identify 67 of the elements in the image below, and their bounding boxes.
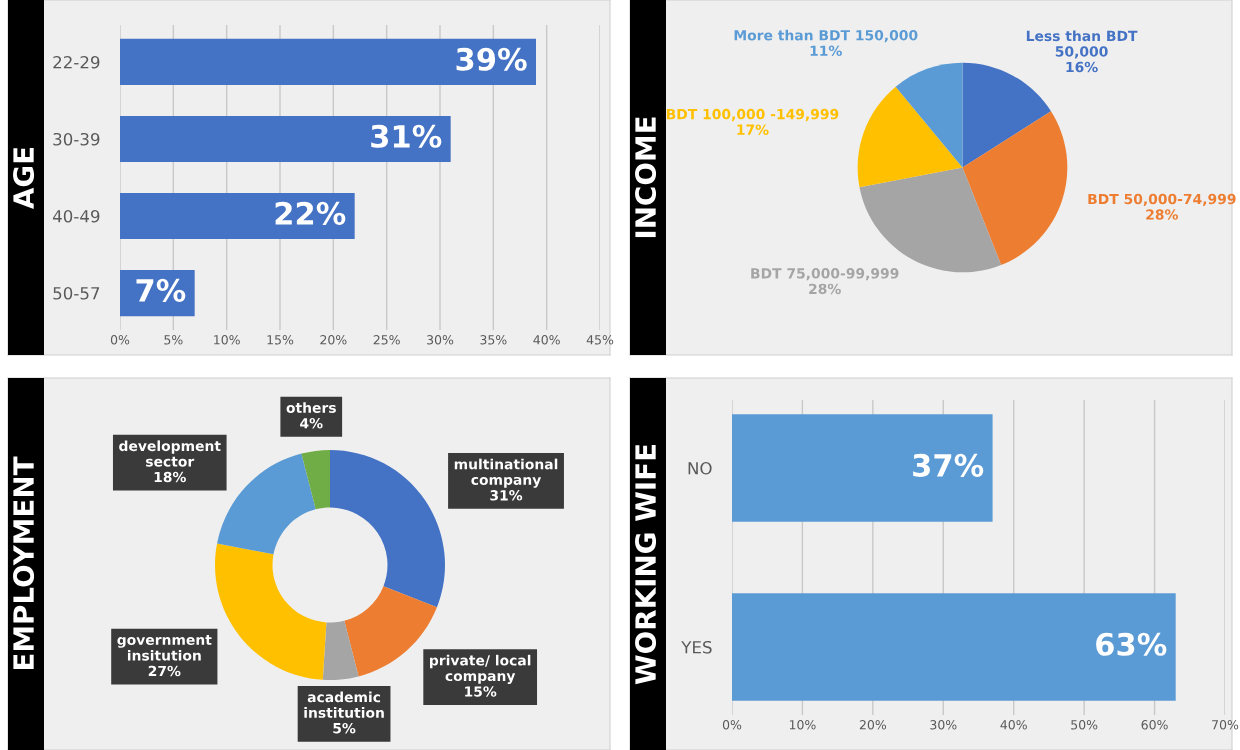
- pie-slice: [962, 62, 1052, 168]
- x-tick-label: 0%: [722, 720, 742, 730]
- donut-slice: [322, 620, 359, 680]
- data-label: 27%: [148, 665, 181, 677]
- data-label: 63%: [1096, 632, 1167, 656]
- data-label: 16%: [1066, 61, 1098, 73]
- x-tick-label: 10%: [789, 720, 816, 730]
- data-label: 39%: [456, 47, 527, 71]
- x-tick-label: 40%: [533, 335, 560, 345]
- donut-slice: [217, 453, 316, 555]
- slice-label: BDT 75,000-99,999: [751, 268, 899, 281]
- data-label: 37%: [913, 453, 984, 477]
- y-tick-label: 30-39: [53, 132, 100, 146]
- pie-slice: [857, 86, 963, 188]
- slice-label: development sector: [119, 440, 221, 467]
- y-tick-label: 50-57: [53, 286, 100, 300]
- bar: [120, 38, 536, 86]
- x-tick-label: 60%: [1141, 720, 1168, 730]
- slice-label: multinational company: [454, 458, 558, 488]
- x-tick-label: 0%: [110, 335, 130, 345]
- text: WORKING WIFE: [635, 444, 657, 685]
- pie-slice: [962, 111, 1068, 265]
- donut-slice: [215, 543, 327, 680]
- slice-label: More than BDT 150,000: [734, 29, 918, 43]
- y-tick-label: NO: [688, 461, 712, 475]
- bar: [120, 115, 451, 163]
- x-tick-label: 70%: [1212, 720, 1239, 730]
- x-tick-label: 5%: [164, 335, 183, 345]
- x-tick-label: 30%: [930, 720, 957, 730]
- pie-slice: [895, 62, 963, 168]
- y-tick-label: 40-49: [52, 209, 100, 223]
- data-label: 22%: [275, 201, 346, 225]
- data-label: 31%: [371, 124, 442, 148]
- slice-label: private/ local company: [430, 654, 531, 684]
- donut-slice: [301, 450, 330, 510]
- data-label: 11%: [810, 45, 842, 57]
- slice-label: BDT 100,000 -149,999: [666, 108, 839, 122]
- x-tick-label: 50%: [1071, 720, 1098, 730]
- x-tick-label: 30%: [427, 335, 454, 345]
- slice-label: Less than BDT 50,000: [1026, 30, 1138, 59]
- x-tick-label: 25%: [373, 335, 400, 345]
- data-label: 31%: [490, 490, 523, 501]
- data-label: 18%: [154, 471, 186, 483]
- x-tick-label: 40%: [1000, 720, 1027, 730]
- x-tick-label: 15%: [267, 335, 294, 345]
- slice-label: others: [286, 402, 336, 413]
- data-label: 17%: [737, 124, 769, 135]
- data-label: 7%: [136, 278, 186, 302]
- slice-label: BDT 50,000-74,999: [1088, 193, 1236, 207]
- data-label: 28%: [1146, 209, 1178, 220]
- text: EMPLOYMENT: [13, 456, 35, 670]
- x-tick-label: 10%: [214, 335, 240, 345]
- donut-slice: [330, 450, 445, 608]
- y-tick-label: 22-29: [53, 55, 100, 69]
- x-tick-label: 45%: [586, 335, 614, 345]
- text: INCOME: [635, 117, 657, 238]
- data-label: 15%: [465, 686, 497, 697]
- data-label: 28%: [809, 283, 841, 295]
- slice-label: academic institution: [304, 691, 384, 718]
- y-tick-label: YES: [681, 640, 712, 654]
- x-tick-label: 20%: [320, 335, 347, 345]
- slice-label: government insitution: [117, 635, 212, 661]
- x-tick-label: 20%: [859, 720, 887, 730]
- text: AGE: [13, 147, 35, 209]
- data-label: 4%: [300, 417, 323, 429]
- x-tick-label: 35%: [480, 335, 507, 345]
- bar: [120, 192, 355, 240]
